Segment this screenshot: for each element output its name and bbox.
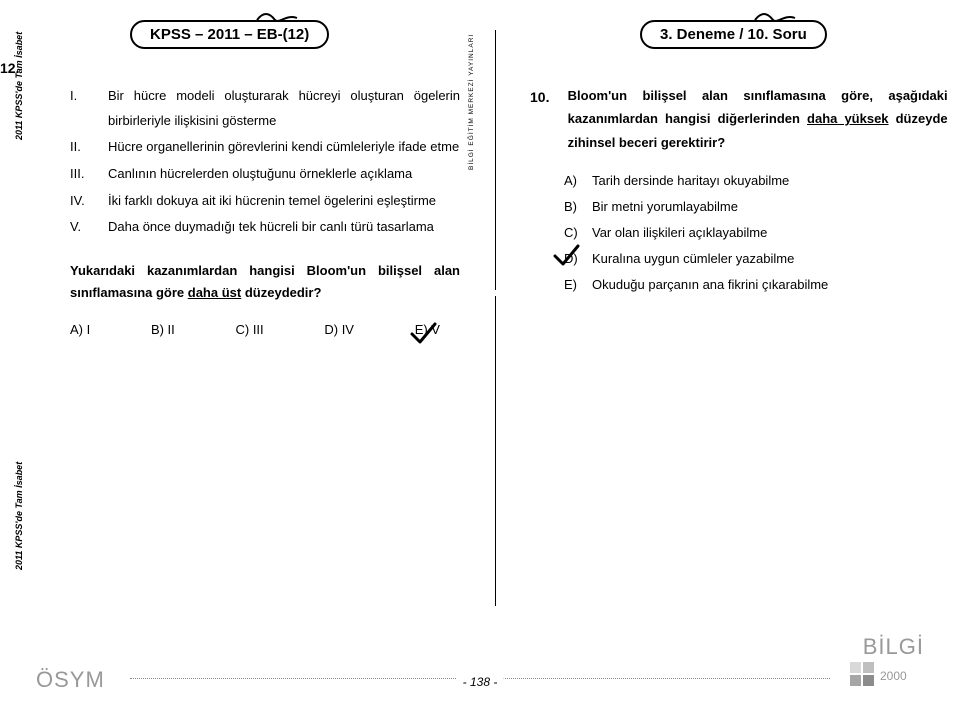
- option-e-text: E) V: [415, 322, 440, 337]
- statement-label: II.: [70, 135, 108, 160]
- footer-logo-year: 2000: [880, 669, 907, 683]
- right-option-label: C): [564, 220, 592, 246]
- prompt-underlined: daha üst: [188, 285, 241, 300]
- right-option-text: Var olan ilişkileri açıklayabilme: [592, 220, 950, 246]
- statement-row: V. Daha önce duymadığı tek hücreli bir c…: [70, 215, 460, 240]
- page-number-value: 138: [470, 675, 490, 689]
- option-c: C) III: [235, 322, 263, 337]
- option-e: E) V: [415, 322, 440, 337]
- statement-row: I. Bir hücre modeli oluşturarak hücreyi …: [70, 84, 460, 133]
- statement-text: Bir hücre modeli oluşturarak hücreyi olu…: [108, 84, 460, 133]
- separator-label-top: 2011 KPSS'de Tam İsabet: [14, 32, 24, 140]
- statement-label: IV.: [70, 189, 108, 214]
- statement-text: Hücre organellerinin görevlerini kendi c…: [108, 135, 460, 160]
- statement-row: II. Hücre organellerinin görevlerini ken…: [70, 135, 460, 160]
- right-header-text: 3. Deneme / 10. Soru: [660, 26, 807, 43]
- option-d: D) IV: [324, 322, 354, 337]
- statement-label: III.: [70, 162, 108, 187]
- right-header-box: 3. Deneme / 10. Soru: [640, 20, 827, 49]
- statement-row: IV. İki farklı dokuya ait iki hücrenin t…: [70, 189, 460, 214]
- left-prompt: Yukarıdaki kazanımlardan hangisi Bloom'u…: [70, 260, 460, 304]
- header-squiggle-icon: [257, 10, 297, 24]
- statement-label: I.: [70, 84, 108, 109]
- footer-right-brand: BİLGİ: [850, 634, 924, 660]
- right-stem: Bloom'un bilişsel alan sınıflamasına gör…: [568, 84, 948, 154]
- right-option-text: Tarih dersinde haritayı okuyabilme: [592, 168, 950, 194]
- stem-underlined: daha yüksek: [807, 111, 889, 126]
- footer-left-brand: ÖSYM: [36, 667, 105, 693]
- right-option-c: C) Var olan ilişkileri açıklayabilme: [564, 220, 950, 246]
- separator-label-bottom: 2011 KPSS'de Tam İsabet: [14, 462, 24, 570]
- right-question-number: 10.: [530, 84, 564, 111]
- option-a: A) I: [70, 322, 90, 337]
- right-option-text: Bir metni yorumlayabilme: [592, 194, 950, 220]
- footer-right: BİLGİ 2000: [850, 634, 924, 693]
- left-header-box: KPSS – 2011 – EB-(12): [130, 20, 329, 49]
- footer-page-number: - 138 -: [457, 675, 504, 689]
- statement-text: İki farklı dokuya ait iki hücrenin temel…: [108, 189, 460, 214]
- left-options-row: A) I B) II C) III D) IV E) V: [70, 322, 440, 337]
- right-option-text: Kuralına uygun cümleler yazabilme: [592, 246, 950, 272]
- left-statements: I. Bir hücre modeli oluşturarak hücreyi …: [70, 84, 460, 240]
- right-option-e: E) Okuduğu parçanın ana fikrini çıkarabi…: [564, 272, 950, 298]
- right-option-label: B): [564, 194, 592, 220]
- right-option-b: B) Bir metni yorumlayabilme: [564, 194, 950, 220]
- right-option-text: Okuduğu parçanın ana fikrini çıkarabilme: [592, 272, 950, 298]
- statement-label: V.: [70, 215, 108, 240]
- right-question: 10. Bloom'un bilişsel alan sınıflamasına…: [530, 84, 950, 298]
- right-option-a: A) Tarih dersinde haritayı okuyabilme: [564, 168, 950, 194]
- vertical-separator: [485, 30, 507, 606]
- right-option-label: A): [564, 168, 592, 194]
- prompt-post: düzeydedir?: [241, 285, 321, 300]
- option-b: B) II: [151, 322, 175, 337]
- right-option-d: D) Kuralına uygun cümleler yazabilme: [564, 246, 950, 272]
- right-options: A) Tarih dersinde haritayı okuyabilme B)…: [564, 168, 950, 298]
- statement-text: Canlının hücrelerden oluştuğunu örnekler…: [108, 162, 460, 187]
- right-option-label: E): [564, 272, 592, 298]
- separator-publisher: BİLGİ EĞİTİM MERKEZİ YAYINLARI: [468, 34, 475, 170]
- left-header-text: KPSS – 2011 – EB-(12): [150, 26, 309, 43]
- footer-logo-icon: 2000: [850, 662, 924, 693]
- header-squiggle-icon: [755, 10, 795, 24]
- statement-text: Daha önce duymadığı tek hücreli bir canl…: [108, 215, 460, 240]
- right-option-label: D): [564, 246, 592, 272]
- statement-row: III. Canlının hücrelerden oluştuğunu örn…: [70, 162, 460, 187]
